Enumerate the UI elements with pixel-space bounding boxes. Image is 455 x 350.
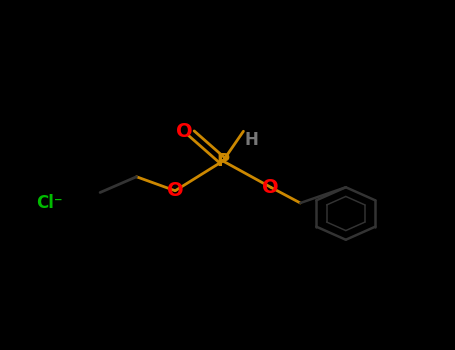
Text: Cl⁻: Cl⁻ [36, 194, 62, 212]
Text: O: O [176, 122, 192, 141]
Text: H: H [245, 131, 258, 149]
Text: O: O [263, 178, 279, 197]
Text: P: P [217, 152, 229, 170]
Text: O: O [167, 181, 183, 200]
